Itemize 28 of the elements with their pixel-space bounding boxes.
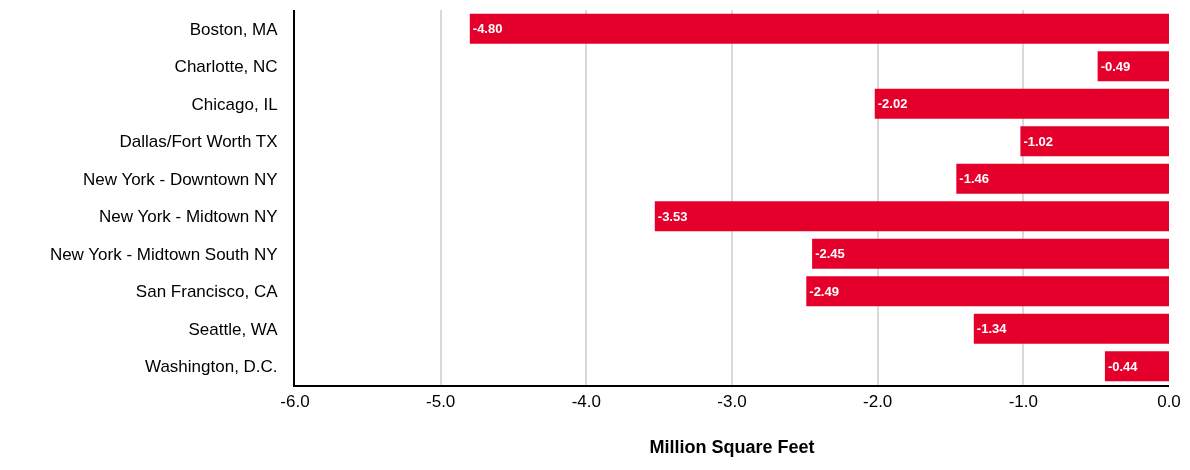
- data-label: -3.53: [657, 208, 688, 224]
- y-tick-label: San Francisco, CA: [135, 282, 279, 302]
- y-tick-label: Boston, MA: [189, 19, 279, 39]
- x-tick-label: -1.0: [1008, 392, 1038, 412]
- y-tick-label: Seattle, WA: [188, 319, 279, 339]
- y-tick-label: Washington, D.C.: [145, 357, 278, 377]
- y-tick-label: Dallas/Fort Worth TX: [119, 132, 278, 152]
- y-tick-label: Chicago, IL: [191, 94, 278, 114]
- y-tick-label: New York - Midtown South NY: [49, 244, 278, 264]
- data-label: -2.02: [877, 96, 908, 112]
- y-tick-label: Charlotte, NC: [174, 57, 278, 77]
- x-tick-label: -6.0: [280, 392, 310, 412]
- x-tick-label: -2.0: [863, 392, 893, 412]
- y-tick-label: New York - Midtown NY: [99, 207, 278, 227]
- x-tick-label: -5.0: [426, 392, 456, 412]
- data-label: -0.44: [1107, 358, 1139, 374]
- data-label: -1.34: [976, 321, 1008, 337]
- x-axis-title: Million Square Feet: [649, 437, 815, 457]
- x-tick-label: -3.0: [717, 392, 747, 412]
- data-label: -2.45: [815, 246, 845, 262]
- x-tick-label: -4.0: [571, 392, 601, 412]
- data-label: -0.49: [1100, 58, 1131, 74]
- data-label: -4.80: [472, 21, 503, 37]
- data-label: -1.46: [959, 171, 989, 187]
- data-label: -1.02: [1023, 133, 1054, 149]
- data-label: -2.49: [809, 283, 839, 299]
- y-tick-label: New York - Downtown NY: [82, 169, 278, 189]
- x-tick-label: 0.0: [1157, 392, 1181, 412]
